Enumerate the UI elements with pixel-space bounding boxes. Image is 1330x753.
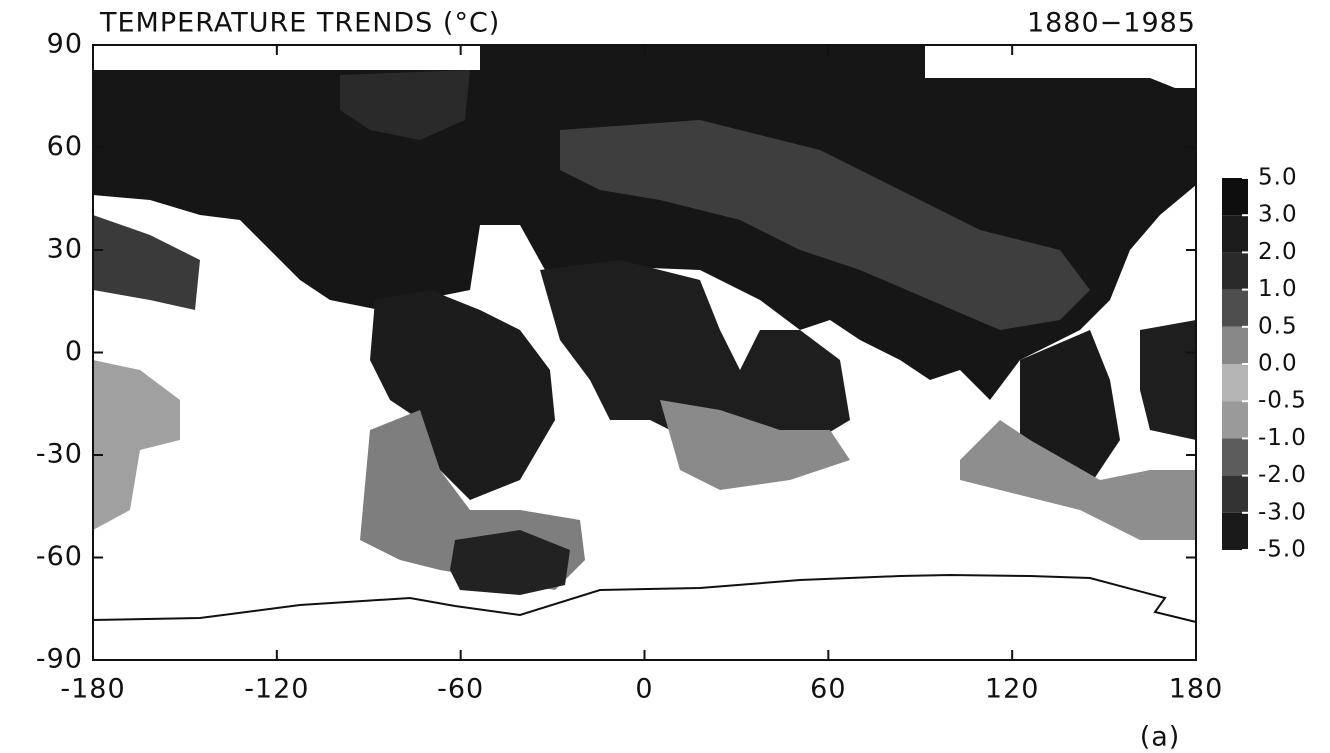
y-tick-label: -90: [36, 644, 83, 675]
colorbar-tick-label: -1.0: [1258, 425, 1307, 451]
colorbar-band: [1222, 512, 1248, 550]
chart-title: TEMPERATURE TRENDS (°C): [99, 8, 500, 39]
americas-region: [370, 290, 555, 500]
colorbar-tick-label: -3.0: [1258, 499, 1307, 525]
period-label: 1880−1985: [1027, 8, 1196, 39]
colorbar-band: [1222, 289, 1248, 327]
x-tick-label: -180: [60, 674, 125, 705]
colorbar-band: [1222, 438, 1248, 476]
north-pacific-region: [93, 215, 200, 310]
colorbar-tick-label: 1.0: [1258, 276, 1298, 302]
africa-region: [540, 260, 850, 470]
colorbar-tick-label: -5.0: [1258, 537, 1307, 563]
colorbar-tick-label: 5.0: [1258, 165, 1298, 191]
asia-mid-region: [560, 120, 1090, 330]
colorbar-band: [1222, 178, 1248, 216]
colorbar-tick-label: 3.0: [1258, 202, 1298, 228]
south-africa-light: [660, 400, 850, 490]
colorbar-tick-label: -2.0: [1258, 462, 1307, 488]
colorbar-tick-label: 0.5: [1258, 313, 1298, 339]
y-tick-label: -30: [36, 439, 83, 470]
colorbar-tick-label: 0.0: [1258, 351, 1298, 377]
colorbar-band: [1222, 401, 1248, 439]
colorbar: 5.0 3.0 2.0 1.0 0.5 0.0 -0.5 -1.0 -2.0 -3.0 -5.0: [1222, 165, 1307, 563]
colorbar-band: [1222, 364, 1248, 402]
x-tick-label: 60: [810, 674, 846, 705]
x-tick-label: -60: [437, 674, 484, 705]
weddell-region: [450, 530, 570, 595]
y-tick-label: 30: [47, 234, 83, 265]
antarctic-coast: [92, 573, 1197, 623]
x-tick-label: -120: [244, 674, 309, 705]
colorbar-tick-label: -0.5: [1258, 388, 1307, 414]
x-tick-label: 0: [635, 674, 653, 705]
y-tick-label: 60: [47, 131, 83, 162]
y-tick-label: 90: [47, 29, 83, 60]
y-tick-label: -60: [36, 541, 83, 572]
colorbar-band: [1222, 215, 1248, 253]
map-field: [92, 45, 1197, 623]
x-tick-label: 180: [1169, 674, 1224, 705]
north-anomaly-region: [93, 45, 1196, 400]
y-tick-label: 0: [65, 336, 83, 367]
colorbar-band: [1222, 252, 1248, 290]
australia-light: [960, 420, 1196, 540]
colorbar-tick-label: 2.0: [1258, 239, 1298, 265]
panel-label: (a): [1140, 722, 1181, 753]
east-pacific-region: [1140, 320, 1196, 440]
x-tick-label: 120: [985, 674, 1040, 705]
greenland-region: [340, 70, 470, 140]
colorbar-band: [1222, 475, 1248, 513]
colorbar-band: [1222, 326, 1248, 364]
pacific-west-light: [93, 360, 180, 530]
